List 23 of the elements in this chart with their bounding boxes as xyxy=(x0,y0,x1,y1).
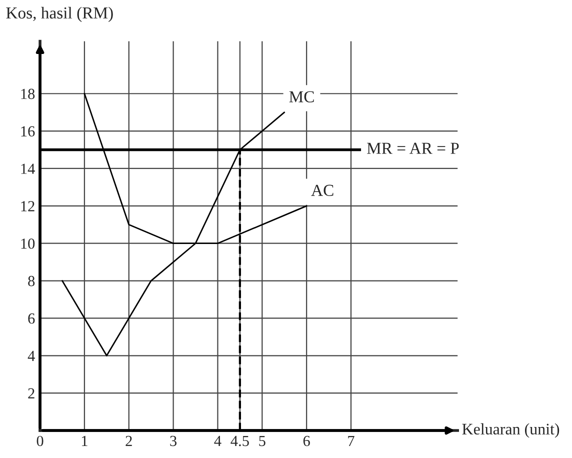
x-tick-label: 7 xyxy=(348,436,354,446)
x-tick-label: 6 xyxy=(303,436,310,446)
y-tick-label: 4 xyxy=(28,350,35,361)
series-label: MC xyxy=(289,91,314,102)
x-axis-title: Keluaran (unit) xyxy=(462,423,560,438)
x-tick-label: 4 xyxy=(214,436,222,446)
ref-line-label: MR = AR = P xyxy=(367,142,459,154)
x-tick-label: 5 xyxy=(259,436,266,446)
x-tick-label: 3 xyxy=(170,436,177,446)
y-tick-label: 16 xyxy=(21,126,35,137)
x-tick-label: 0 xyxy=(36,436,44,446)
y-tick-label: 12 xyxy=(21,201,34,212)
y-tick-label: 18 xyxy=(21,88,35,100)
x-tick-label: 4.5 xyxy=(230,436,249,446)
y-tick-label: 2 xyxy=(28,388,34,398)
y-tick-label: 6 xyxy=(28,313,35,324)
y-tick-label: 14 xyxy=(21,164,35,174)
series-label: AC xyxy=(311,184,334,196)
x-tick-label: 1 xyxy=(82,436,88,446)
y-tick-label: 8 xyxy=(28,276,35,286)
x-tick-label: 2 xyxy=(126,436,132,446)
y-tick-label: 10 xyxy=(21,238,35,249)
y-axis-title: Kos, hasil (RM) xyxy=(6,6,113,22)
